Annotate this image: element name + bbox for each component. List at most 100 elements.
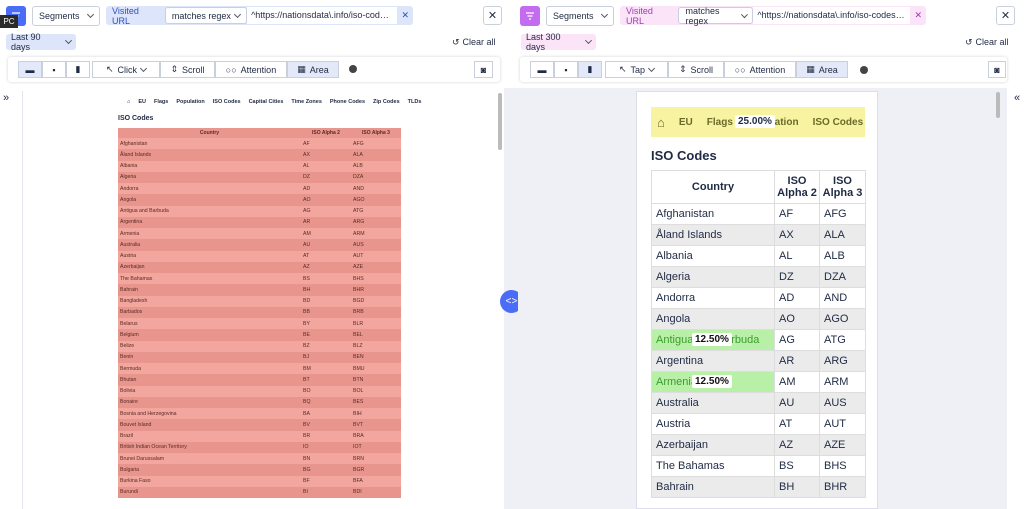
- close-button[interactable]: ✕: [996, 6, 1015, 25]
- segments-label: Segments: [553, 11, 594, 21]
- operator-select[interactable]: matches regex: [164, 7, 248, 24]
- table-cell: AND: [353, 185, 364, 192]
- tool-label: Scroll: [690, 64, 714, 75]
- compare-toggle[interactable]: <>: [500, 290, 523, 313]
- table-cell: BLZ: [353, 343, 363, 350]
- table-cell: BMU: [353, 365, 365, 372]
- segments-dropdown[interactable]: Segments: [32, 6, 100, 26]
- chip-remove[interactable]: ✕: [401, 10, 409, 20]
- date-range[interactable]: Last 300 days: [521, 32, 596, 52]
- table-cell: AD: [303, 185, 311, 192]
- table-row: Bouvet Island BV BVT: [118, 419, 401, 431]
- table-cell: BGR: [353, 466, 365, 473]
- tool-click[interactable]: ↖ Click: [92, 61, 160, 78]
- date-label: Last 300 days: [526, 32, 561, 52]
- table-cell: BOL: [353, 388, 364, 395]
- nav-link[interactable]: TLDs: [407, 99, 422, 105]
- area-label: 12.50%: [692, 333, 732, 346]
- table-cell: Belize: [120, 343, 135, 350]
- header-row: Country ISO Alpha 2 ISO Alpha 3: [651, 170, 866, 204]
- screenshot-button[interactable]: ◙: [988, 61, 1006, 78]
- table-row: British Indian Ocean Territory IO IOT: [118, 441, 401, 453]
- tool-scroll[interactable]: ⇕ Scroll: [160, 61, 215, 78]
- tool-attention[interactable]: ○○ Attention: [724, 61, 796, 78]
- table-cell: BEL: [353, 331, 363, 338]
- clear-all[interactable]: ↺ Clear all: [965, 36, 1009, 48]
- nav-link[interactable]: Time Zones: [291, 99, 322, 105]
- tool-attention[interactable]: ○○ Attention: [215, 61, 287, 78]
- date-range[interactable]: Last 90 days: [6, 32, 76, 52]
- iso-table: Country ISO Alpha 2 ISO Alpha 3 Afghanistan…: [118, 128, 401, 498]
- table-cell: AG: [303, 208, 311, 215]
- info-icon[interactable]: [349, 65, 357, 73]
- table-cell: BY: [303, 320, 310, 327]
- table-cell: BHS: [353, 275, 364, 282]
- operator-select[interactable]: matches regex: [678, 6, 754, 26]
- device-mobile[interactable]: ▮: [578, 61, 602, 78]
- left-preview: ⌂ EU Flags Population ISO Codes Capital Citie…: [22, 91, 504, 509]
- table-cell: BE: [303, 331, 310, 338]
- table-cell: IOT: [353, 444, 362, 451]
- device-tablet[interactable]: ▪: [42, 61, 66, 78]
- nav-link[interactable]: Population: [176, 99, 205, 105]
- segments-dropdown[interactable]: Segments: [546, 6, 614, 26]
- filter-label: Visited URL: [626, 5, 653, 26]
- table-cell: AUS: [819, 392, 866, 414]
- table-row: Angola AO AGO: [118, 194, 401, 206]
- table-cell: BR: [303, 433, 311, 440]
- right-expand[interactable]: «: [1014, 92, 1021, 104]
- table-cell: BH: [303, 286, 311, 293]
- table-cell: Bahrain: [651, 476, 775, 498]
- nav-link[interactable]: Capital Cities: [248, 99, 284, 105]
- tool-area[interactable]: ▦ Area: [287, 61, 339, 78]
- nav-link[interactable]: EU: [138, 99, 146, 105]
- table-row: Argentina AR ARG: [651, 350, 866, 372]
- nav-link[interactable]: Phone Codes: [329, 99, 366, 105]
- table-cell: AGO: [819, 308, 866, 330]
- close-button[interactable]: ✕: [483, 6, 502, 25]
- info-icon[interactable]: [860, 66, 868, 74]
- table-cell: BLR: [353, 320, 364, 327]
- chip-remove[interactable]: ✕: [914, 10, 922, 20]
- tool-scroll[interactable]: ⇕ Scroll: [668, 61, 724, 78]
- tool-area[interactable]: ▦ Area: [796, 61, 848, 78]
- tool-label: Area: [818, 64, 838, 75]
- table-cell: BG: [303, 466, 311, 473]
- table-row: Bulgaria BG BGR: [118, 464, 401, 476]
- left-expand[interactable]: »: [3, 92, 10, 104]
- table-row: Bosnia and Herzegovina BA BIH: [118, 408, 401, 420]
- table-cell: AO: [774, 308, 820, 330]
- nav-link[interactable]: Zip Codes: [373, 99, 400, 105]
- table-cell: BA: [303, 410, 310, 417]
- table-cell: Austria: [120, 253, 137, 260]
- nav-link[interactable]: Flags: [706, 116, 733, 128]
- right-filter-button[interactable]: [520, 6, 540, 26]
- device-desktop[interactable]: ▬: [18, 61, 42, 78]
- table-cell: Bangladesh: [120, 298, 148, 305]
- screenshot-button[interactable]: ◙: [474, 61, 493, 78]
- table-cell: ARM: [819, 371, 866, 393]
- device-desktop[interactable]: ▬: [530, 61, 554, 78]
- filter-label: Visited URL: [112, 5, 139, 26]
- table-cell: BM: [303, 365, 311, 372]
- device-tablet[interactable]: ▪: [554, 61, 578, 78]
- table-cell: BIH: [353, 410, 362, 417]
- device-mobile[interactable]: ▮: [66, 61, 90, 78]
- scrollbar: [996, 92, 1000, 118]
- table-cell: Afghanistan: [651, 203, 775, 225]
- table-cell: AZ: [303, 264, 310, 271]
- table-cell: Armenia: [120, 230, 140, 237]
- table-row: Burkina Faso BF BFA: [118, 475, 401, 487]
- nav-link[interactable]: Flags: [153, 99, 169, 105]
- tool-tap[interactable]: ↖ Tap: [605, 61, 668, 78]
- nav-link[interactable]: ISO Codes: [212, 99, 241, 105]
- clear-all[interactable]: ↺ Clear all: [452, 36, 496, 48]
- table-cell: ARG: [353, 219, 365, 226]
- nav-link[interactable]: ISO Codes: [812, 116, 864, 128]
- tool-label: Attention: [749, 64, 786, 75]
- table-cell: BF: [303, 478, 310, 485]
- nav-link[interactable]: EU: [678, 116, 693, 128]
- table-cell: AX: [774, 224, 820, 246]
